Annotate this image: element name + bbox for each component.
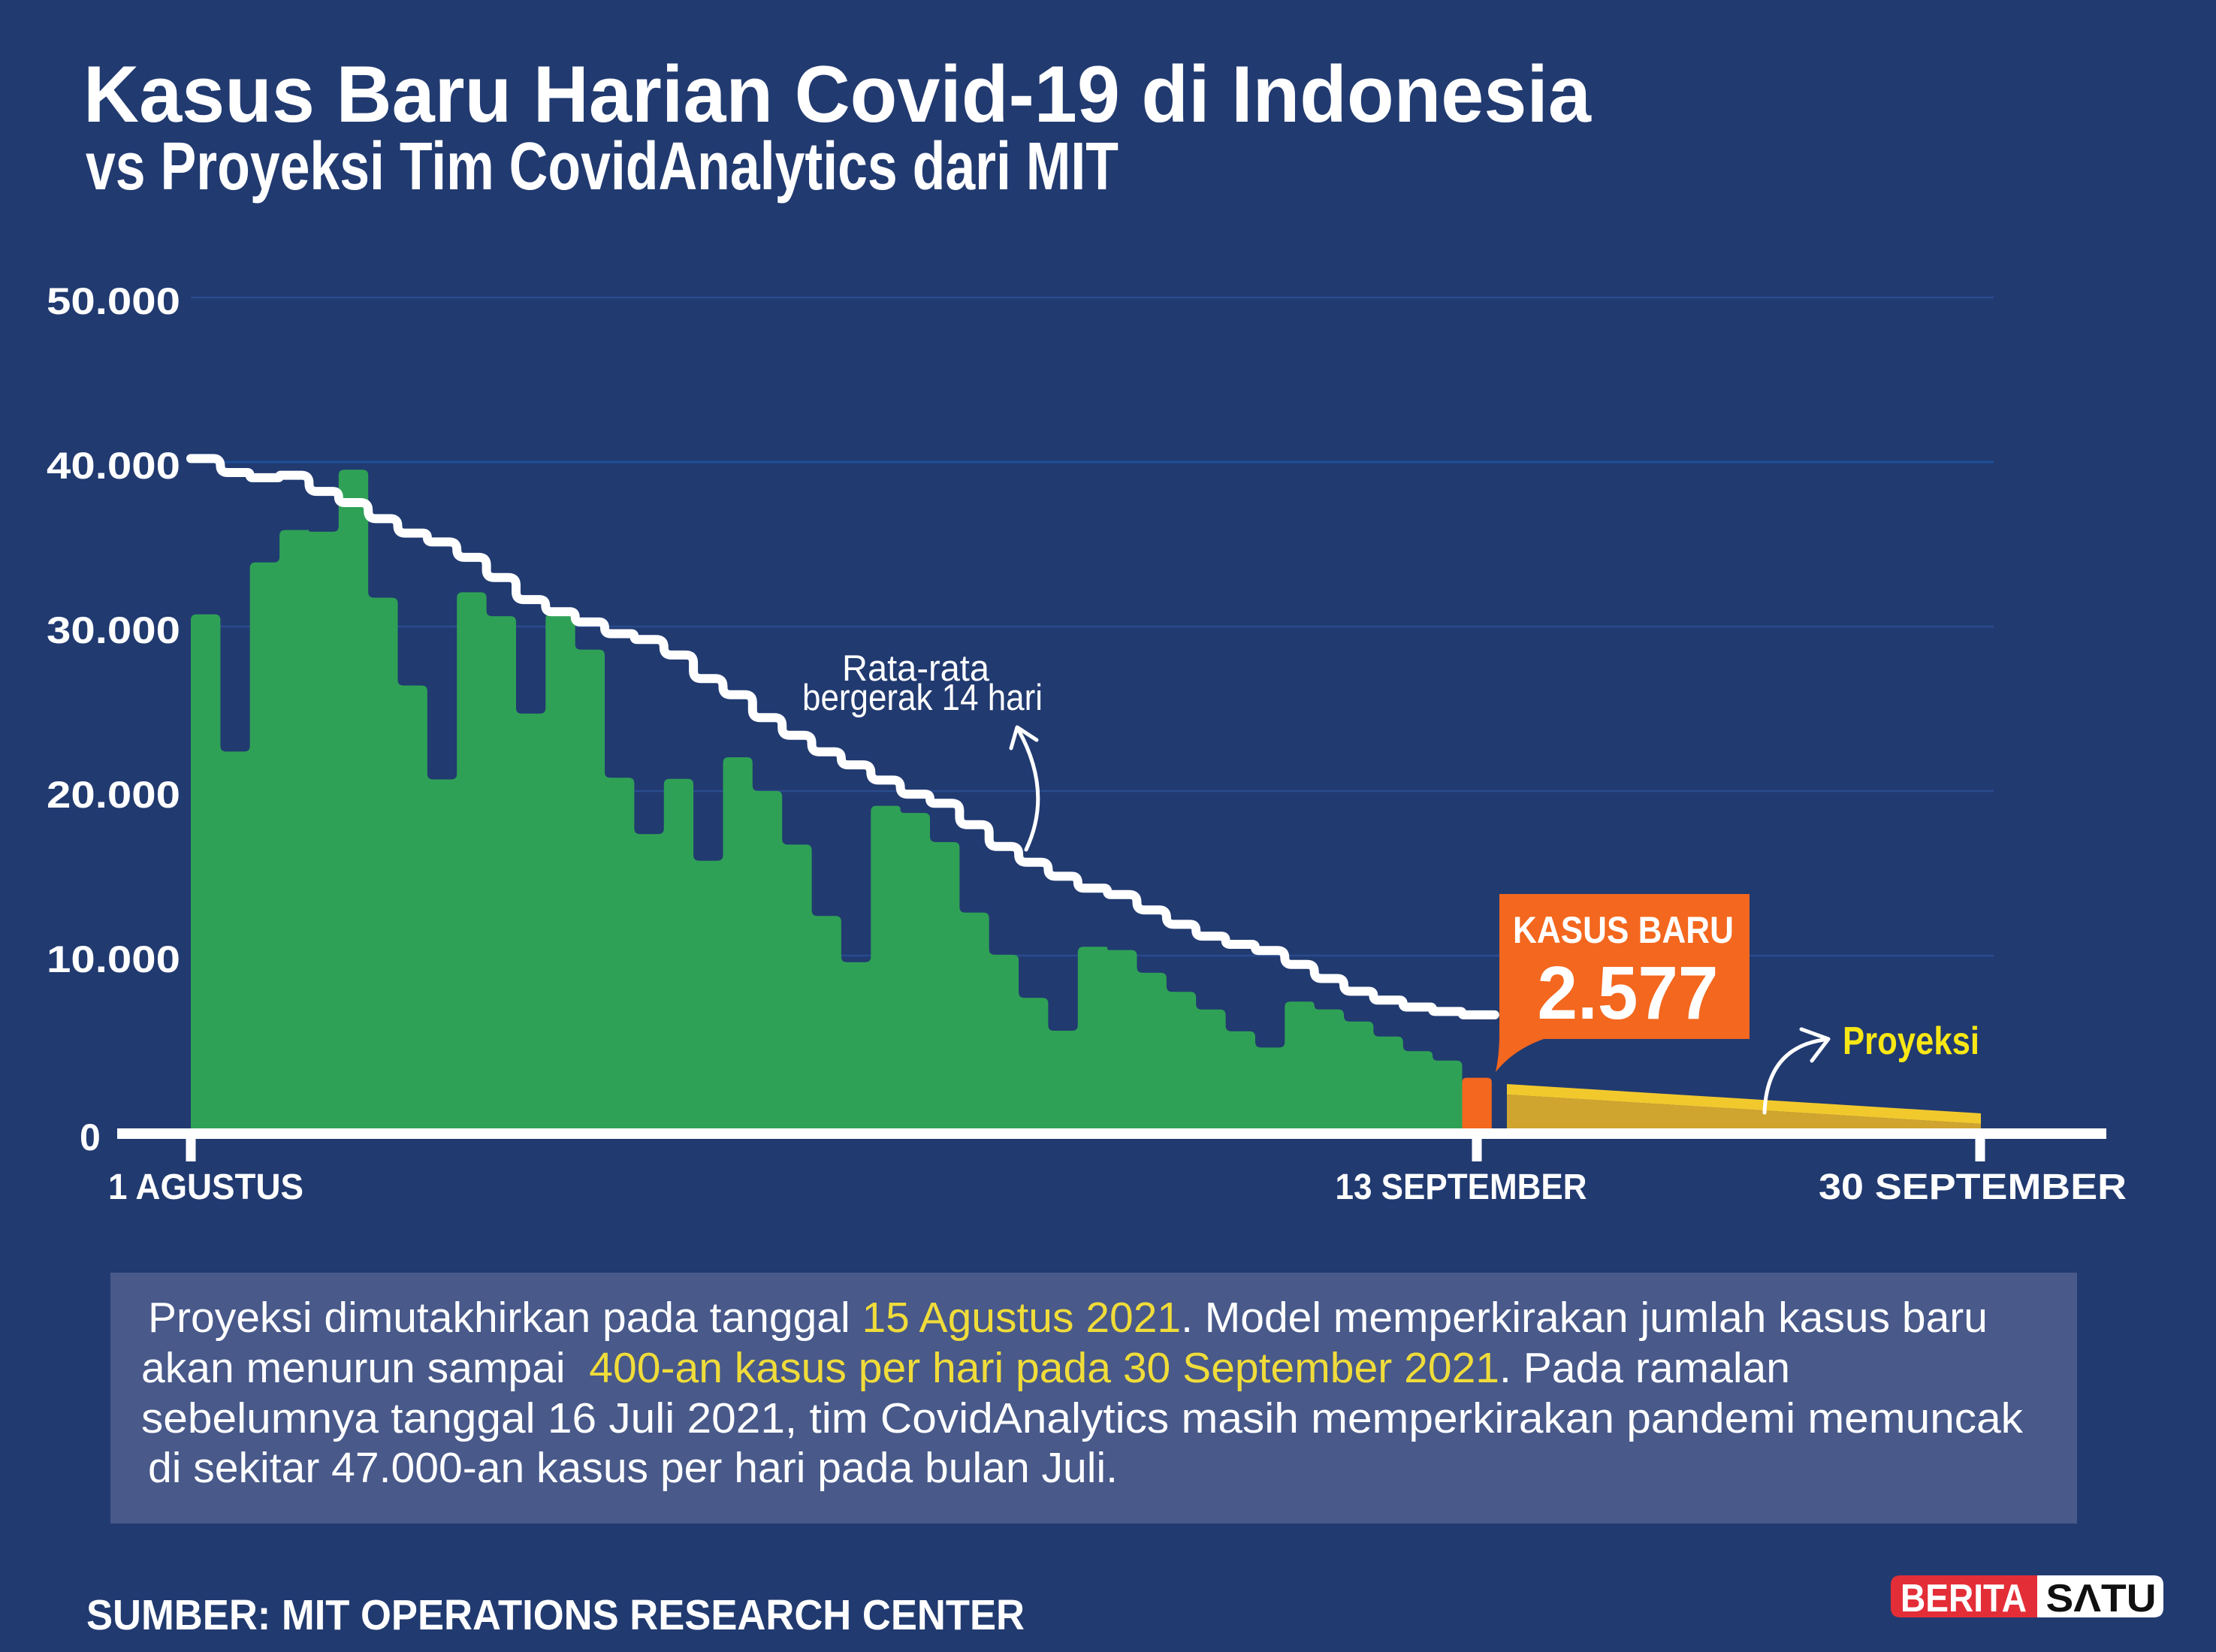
svg-text:2.577: 2.577 (1538, 951, 1719, 1035)
svg-text:akan menurun sampai 400-an ka: akan menurun sampai 400-an kasus per har… (141, 1344, 1790, 1392)
svg-text:30.000: 30.000 (47, 609, 180, 651)
svg-text:SUMBER: MIT OPERATIONS RESEARC: SUMBER: MIT OPERATIONS RESEARCH CENTER (86, 1591, 1025, 1639)
svg-text:Rata-rata: Rata-rata (842, 648, 990, 689)
svg-text:0: 0 (80, 1116, 101, 1158)
svg-text:KASUS BARU: KASUS BARU (1513, 909, 1734, 951)
svg-text:40.000: 40.000 (47, 445, 180, 487)
svg-text:sebelumnya tanggal 16 Juli 202: sebelumnya tanggal 16 Juli 2021, tim Cov… (141, 1394, 2024, 1442)
svg-text:Kasus Baru Harian Covid-19 di: Kasus Baru Harian Covid-19 di Indonesia (83, 49, 1592, 139)
svg-text:di sekitar 47.000-an kasus per: di sekitar 47.000-an kasus per hari pada… (148, 1444, 1118, 1492)
svg-text:10.000: 10.000 (47, 938, 180, 980)
svg-text:20.000: 20.000 (47, 774, 180, 816)
svg-text:30 SEPTEMBER: 30 SEPTEMBER (1819, 1167, 2127, 1207)
svg-text:50.000: 50.000 (47, 280, 180, 322)
svg-text:bergerak 14 hari: bergerak 14 hari (802, 678, 1043, 718)
svg-text:Proyeksi dimutakhirkan pada ta: Proyeksi dimutakhirkan pada tanggal 15 A… (148, 1294, 1988, 1342)
svg-text:BERITA: BERITA (1901, 1577, 2027, 1620)
svg-text:Proyeksi: Proyeksi (1843, 1019, 1979, 1063)
svg-text:13 SEPTEMBER: 13 SEPTEMBER (1336, 1167, 1587, 1207)
svg-text:SΛTU: SΛTU (2046, 1577, 2157, 1620)
svg-text:vs Proyeksi Tim CovidAnalytics: vs Proyeksi Tim CovidAnalytics dari MIT (86, 129, 1119, 204)
svg-text:1 AGUSTUS: 1 AGUSTUS (108, 1167, 303, 1207)
